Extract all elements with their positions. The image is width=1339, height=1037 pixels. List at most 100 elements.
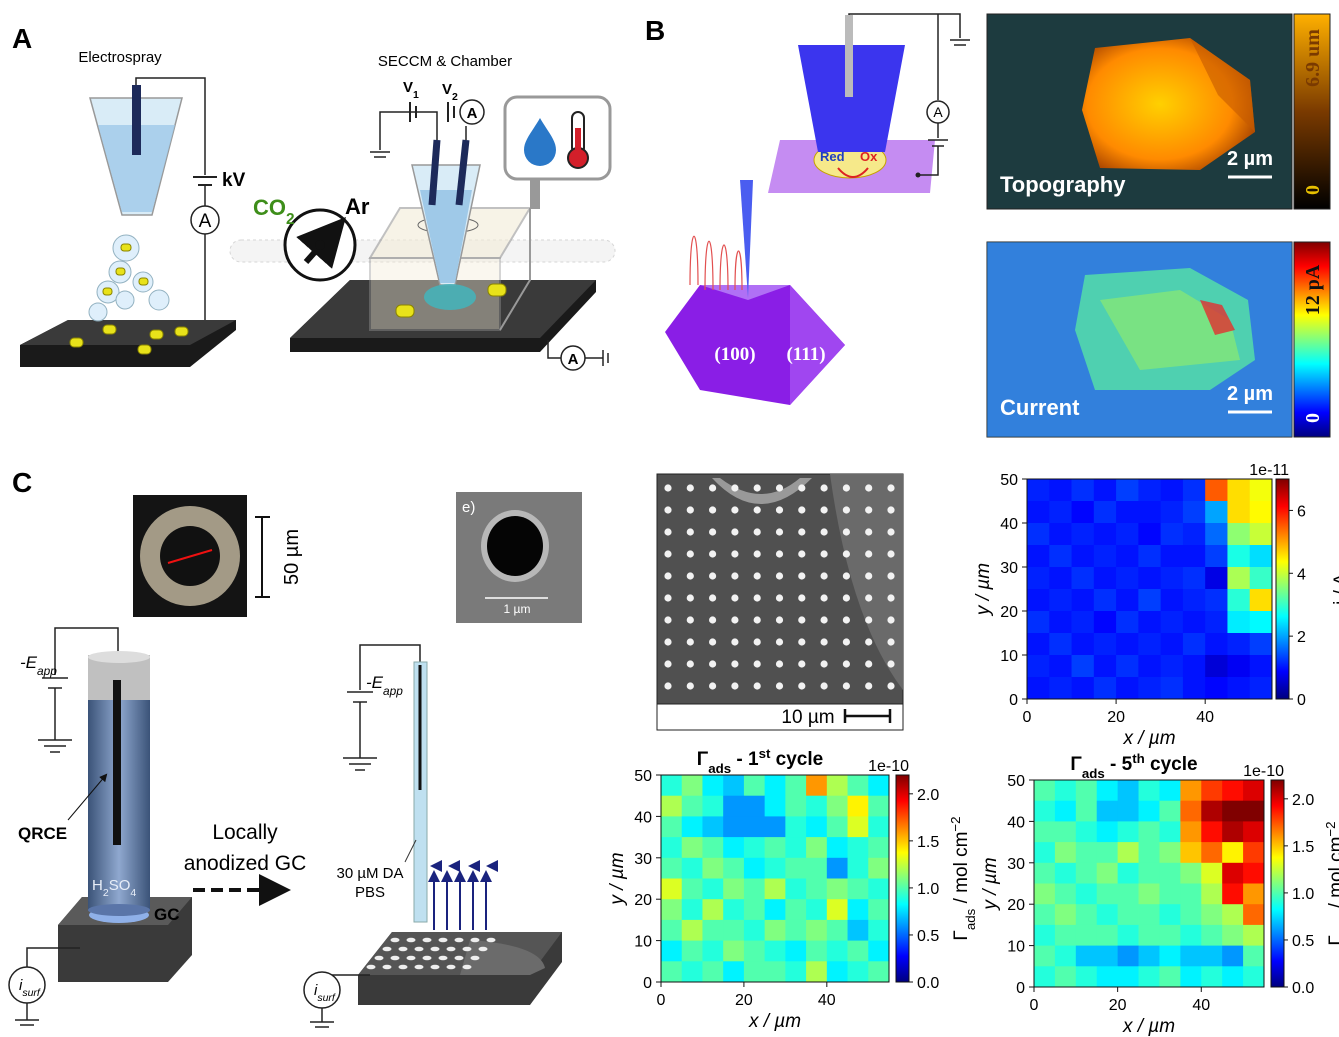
y-tick-label: 20 [634,892,652,909]
heatmap-cell [847,795,869,817]
heatmap-cell [1180,780,1202,802]
array-pit [664,660,672,668]
heatmap-cell [1093,479,1117,502]
heatmap-cell [785,878,807,900]
array-pit [865,682,873,690]
heatmap-cell [661,961,683,983]
v1-label: V1 [403,79,419,101]
panel-letter: C [12,467,32,498]
solution-label: PBS [355,884,385,901]
y-tick-label: 40 [634,809,652,826]
array-pit [709,638,717,646]
gas-out: Ar [345,194,370,219]
x-tick-label: 40 [1196,709,1214,726]
heatmap-cell [1201,945,1223,967]
heatmap-cell [806,940,828,962]
text-part: Γ [1070,754,1082,775]
heatmap-cell [1075,904,1098,926]
heatmap-cell [1049,567,1072,590]
array-pit [887,506,895,514]
array-pit [798,682,806,690]
heatmap-cell [1034,821,1056,843]
diagram-polygon [740,180,753,298]
heatmap-cell [702,837,724,859]
heatmap-cell [1096,883,1119,905]
array-pit [820,616,828,624]
array-pit [454,937,464,943]
array-pit [686,572,694,580]
heatmap-cell [1222,780,1244,802]
diagram-g [395,283,507,318]
heatmap-cell [1054,780,1077,802]
diagram-polyline [918,146,939,176]
heatmap-cell [1180,945,1202,967]
array-pit [820,528,828,536]
array-pit [709,550,717,558]
diagram-polygon [700,285,790,300]
diagram-circle [315,240,325,250]
diagram-rect [137,344,152,355]
y-tick-label: 10 [1000,648,1018,665]
heatmap-cell [785,919,807,941]
heatmap-cell [1096,966,1119,988]
heatmaps: 0 20 40 0 10 20 30 40 50 x / µm y / µm 0 2 4 6 1e-11 i /… [607,462,1339,1037]
heatmap-cell [1182,479,1206,502]
electrolyte-label: H2SO4 [92,877,136,899]
diagram-line [167,549,213,564]
heatmap-cell [868,919,890,941]
diagram-rect [503,95,612,181]
array-pit [686,660,694,668]
heatmap-cell [1138,821,1160,843]
heatmap-cell [1093,501,1117,524]
array-pit [731,550,739,558]
heatmap-cell [1075,966,1098,988]
heatmap-cell [1138,633,1162,656]
heatmap-cell [1138,589,1162,612]
heatmap-cell [1093,677,1117,700]
heatmap-cell [1205,479,1228,502]
array-pit [709,594,717,602]
diagram-g [428,860,498,930]
heatmap-cell [1075,780,1098,802]
diagram-polygon [1200,300,1235,335]
diagram-rect [487,283,507,297]
heatmap-cell [1054,842,1077,864]
heatmap-cell [1205,567,1228,590]
diagram-rect [113,680,121,845]
heatmap-cell [1180,883,1202,905]
array-pit [709,528,717,536]
array-pit [887,660,895,668]
heatmap-cell [1243,780,1265,802]
array-pit [842,638,851,646]
heatmap-cell [1243,821,1265,843]
diagram-rect [1293,241,1331,438]
x-axis-label: x / µm [748,1011,801,1032]
array-pit [865,572,873,580]
heatmap-cell [806,878,828,900]
heatmap-cell [1093,589,1117,612]
x-tick-label: 20 [1109,997,1127,1014]
heatmap-cell [1160,479,1184,502]
heatmap-cell [1182,523,1206,546]
heatmap-cell [1054,821,1077,843]
heatmap-cell [1201,800,1223,822]
text-part: app [37,664,57,678]
heatmap-cell [1201,862,1223,884]
diagram-line [428,139,441,206]
heatmap-cell [1034,780,1056,802]
heatmap-cell [1201,842,1223,864]
array-pit [798,572,806,580]
heatmap-cell [1027,611,1050,634]
heatmap-cell [806,899,828,921]
heatmap-cell [702,878,724,900]
heatmap-cell [1096,821,1119,843]
heatmap-cell [1159,945,1181,967]
heatmap-cell [1075,862,1098,884]
panel-c: C 50 µm e) 1 µm -Eapp QRCE H2SO4 GC isur… [8,467,904,1028]
array-pit [686,484,694,492]
colorbar-tick-label: 1.5 [1292,839,1314,856]
array-pit [470,937,480,943]
heatmap-cell [785,899,807,921]
array-pit [664,484,672,492]
